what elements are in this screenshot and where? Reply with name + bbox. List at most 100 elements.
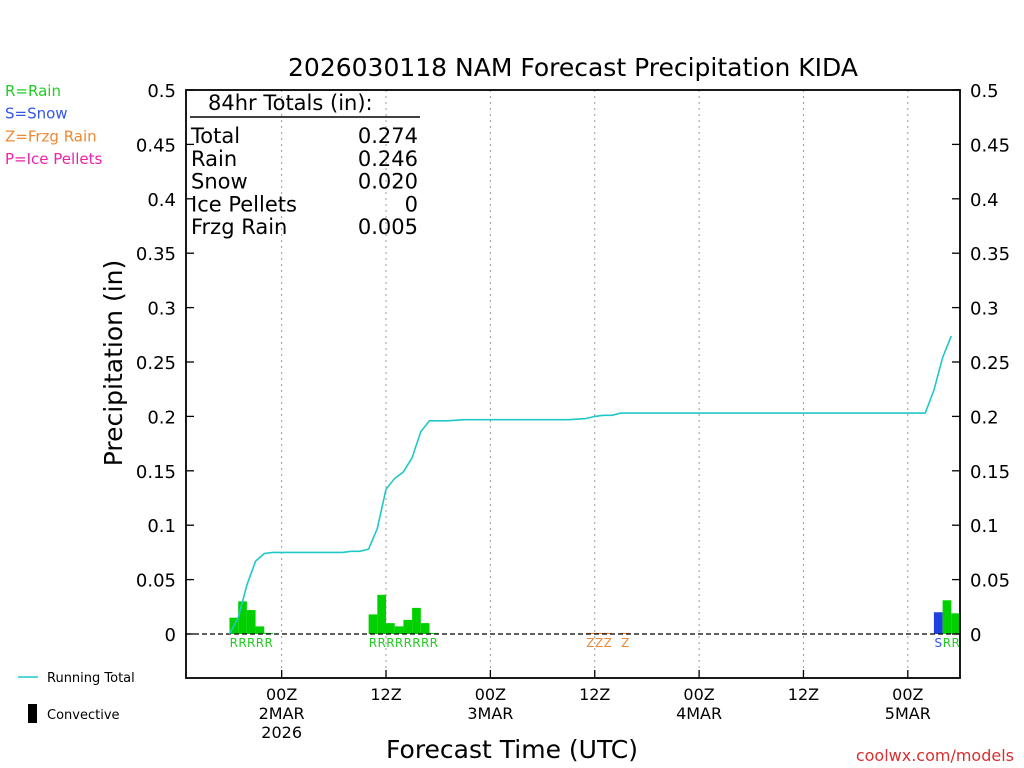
precip-bar: [238, 601, 247, 634]
x-tick-label: 12Z: [788, 685, 819, 704]
y-axis-ticks: 0 0 0.05 0.05 0.1 0.1 0.15 0.15 0.2 0.2 0.25 0.25 0.…: [136, 81, 1010, 646]
y-tick-label-left: 0.3: [147, 299, 176, 320]
y-tick-label-left: 0: [165, 625, 176, 646]
precip-bar: [394, 626, 404, 634]
precip-bar: [412, 607, 421, 634]
x-tick-label: 2MAR: [259, 704, 305, 723]
legend-entry: S=Snow: [5, 105, 68, 123]
y-tick-label-left: 0.4: [147, 190, 176, 211]
y-tick-label-right: 0.35: [970, 244, 1010, 265]
totals-row-label: Rain: [191, 147, 237, 171]
precip-bars: [229, 594, 960, 634]
totals-row-value: 0.005: [358, 215, 418, 239]
totals-row-label: Total: [190, 124, 240, 148]
precip-bar: [933, 612, 943, 634]
precip-type-letter: R: [247, 636, 255, 650]
precip-type-letter: R: [386, 636, 394, 650]
running-total-line: [228, 335, 953, 635]
precip-bar: [420, 623, 430, 634]
x-tick-label: 12Z: [579, 685, 610, 704]
legend-entry: Z=Frzg Rain: [5, 127, 97, 145]
precip-type-letter: Z: [604, 636, 612, 650]
totals-row-value: 0: [405, 192, 418, 216]
y-tick-label-left: 0.05: [136, 571, 176, 592]
y-axis-label: Precipitation (in): [99, 260, 128, 467]
totals-box: 84hr Totals (in): Total 0.274 Rain 0.246 Sno…: [190, 91, 420, 239]
totals-row-label: Ice Pellets: [191, 192, 297, 216]
totals-heading: 84hr Totals (in):: [208, 91, 373, 115]
y-tick-label-left: 0.2: [147, 407, 176, 428]
precip-type-legend: R=Rain S=Snow Z=Frzg Rain P=Ice Pellets: [5, 82, 102, 168]
totals-row-value: 0.246: [358, 147, 418, 171]
x-tick-label: 3MAR: [467, 704, 513, 723]
precip-type-letter: R: [264, 636, 272, 650]
precip-bar: [951, 613, 960, 634]
series-legend: Running Total Convective: [18, 671, 135, 723]
totals-row-label: Snow: [191, 170, 248, 194]
x-tick-label: 00Z: [683, 685, 714, 704]
precip-bar: [603, 632, 613, 634]
totals-row-value: 0.274: [358, 124, 418, 148]
running-total-legend-label: Running Total: [47, 671, 135, 686]
x-tick-label: 12Z: [370, 685, 401, 704]
precip-type-letter: Z: [586, 636, 594, 650]
y-tick-label-right: 0.25: [970, 353, 1010, 374]
precip-bar: [386, 623, 395, 634]
y-tick-label-right: 0.05: [970, 571, 1010, 592]
precip-bar: [403, 619, 413, 634]
precip-bar: [594, 632, 604, 634]
precip-type-letter: S: [934, 636, 942, 650]
precip-type-letter: Z: [595, 636, 603, 650]
precip-type-letter: R: [421, 636, 429, 650]
precip-type-letter: R: [951, 636, 959, 650]
precip-type-letter: R: [378, 636, 386, 650]
y-tick-label-right: 0.15: [970, 462, 1010, 483]
precip-type-letter: R: [404, 636, 412, 650]
y-tick-label-right: 0.1: [970, 516, 999, 537]
precip-bar: [620, 632, 630, 634]
precip-type-letter: R: [230, 636, 238, 650]
totals-row-value: 0.020: [358, 170, 418, 194]
convective-legend-swatch: [28, 704, 37, 723]
x-tick-label: 00Z: [266, 685, 297, 704]
x-tick-label: 00Z: [892, 685, 923, 704]
y-tick-label-left: 0.45: [136, 135, 176, 156]
y-tick-label-left: 0.5: [147, 81, 176, 102]
precip-bar: [246, 610, 256, 634]
y-tick-label-right: 0.3: [970, 299, 999, 320]
precip-bar: [368, 614, 378, 634]
precip-bar: [942, 600, 952, 634]
y-tick-label-left: 0.25: [136, 353, 176, 374]
y-tick-label-right: 0.45: [970, 135, 1010, 156]
precip-type-letter: R: [430, 636, 438, 650]
y-tick-label-left: 0.35: [136, 244, 176, 265]
precip-type-letter: R: [412, 636, 420, 650]
y-tick-label-left: 0.1: [147, 516, 176, 537]
x-tick-label: 4MAR: [676, 704, 722, 723]
chart-title: 2026030118 NAM Forecast Precipitation KI…: [288, 53, 858, 82]
precip-type-letter: Z: [621, 636, 629, 650]
y-tick-label-left: 0.15: [136, 462, 176, 483]
precip-type-letter: R: [238, 636, 246, 650]
convective-legend-label: Convective: [47, 708, 120, 723]
vertical-gridlines: [281, 90, 909, 678]
source-credit: coolwx.com/models: [856, 746, 1014, 765]
precip-type-letter: R: [369, 636, 377, 650]
y-tick-label-right: 0.2: [970, 407, 999, 428]
y-tick-label-right: 0.5: [970, 81, 999, 102]
precip-bar: [255, 626, 265, 634]
x-tick-label: 00Z: [475, 685, 506, 704]
legend-entry: P=Ice Pellets: [5, 150, 102, 168]
precip-type-letter: R: [943, 636, 951, 650]
y-tick-label-right: 0.4: [970, 190, 999, 211]
precip-type-letter: R: [395, 636, 403, 650]
precip-type-letter: R: [256, 636, 264, 650]
plot-frame: [185, 89, 961, 679]
legend-entry: R=Rain: [5, 82, 61, 100]
y-tick-label-right: 0: [970, 625, 981, 646]
x-tick-label: 2026: [261, 723, 302, 742]
x-axis-label: Forecast Time (UTC): [386, 735, 638, 764]
precip-bar: [377, 594, 387, 634]
